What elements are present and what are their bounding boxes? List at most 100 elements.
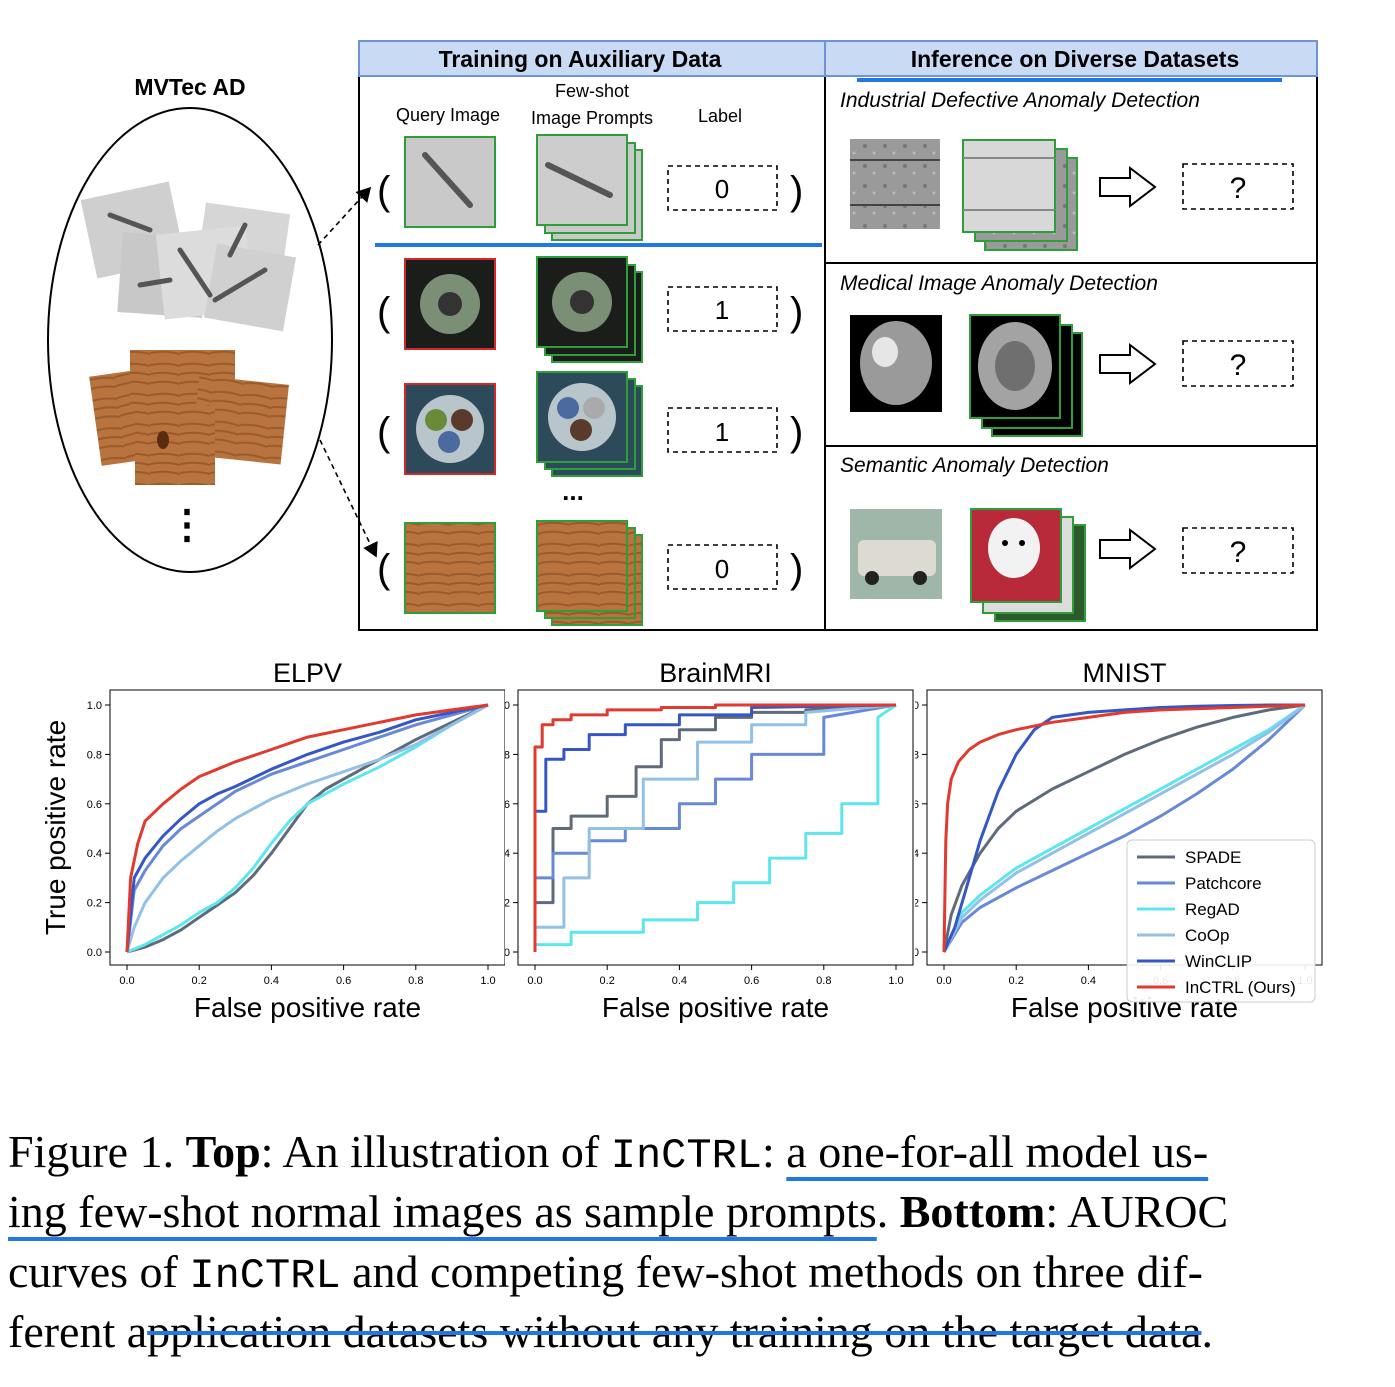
illustration-diagram: MVTec AD ⋮ Training on Auxiliary Data Qu… — [47, 40, 1318, 631]
answer-text: ? — [1230, 172, 1247, 205]
caption-line-1: Figure 1. Top: An illustration of InCTRL… — [8, 1126, 1209, 1180]
training-header-text: Training on Auxiliary Data — [439, 46, 722, 72]
series-line-spade — [126, 703, 489, 954]
x-tick-label: 1.0 — [888, 975, 903, 987]
caption-line-2: ing few-shot normal images as sample pro… — [8, 1186, 1229, 1237]
series-line-patchcore — [942, 703, 1307, 953]
x-tick-label: 0.6 — [336, 975, 351, 987]
series-line-coop — [125, 703, 489, 953]
series-line-regad — [942, 703, 1306, 953]
query-image — [850, 139, 940, 229]
prompt-image-stack — [536, 520, 628, 612]
y-tick-label: 0.8 — [915, 749, 919, 761]
close-paren: ) — [790, 169, 803, 213]
right-arrow-icon — [1099, 342, 1157, 386]
training-header — [358, 40, 826, 77]
panel-title: Medical Image Anomaly Detection — [840, 272, 1158, 295]
y-tick-label: 0.4 — [505, 848, 510, 860]
open-paren: ( — [377, 169, 391, 213]
col-label-label: Label — [698, 106, 742, 126]
panel-title: Industrial Defective Anomaly Detection — [840, 89, 1200, 112]
dataset-ellipse — [47, 107, 333, 573]
legend-label: SPADE — [1185, 848, 1241, 867]
caption-line-3: curves of InCTRL and competing few-shot … — [8, 1246, 1203, 1300]
x-tick-label: 0.0 — [119, 975, 134, 987]
chart-title: MNIST — [1083, 658, 1167, 688]
label-value: 0 — [715, 174, 729, 204]
arrow-to-last-row — [319, 439, 378, 558]
series-line-inctrl-ours — [125, 703, 489, 953]
inference-panel-medical: Medical Image Anomaly Detection ? — [840, 272, 1294, 437]
x-tick-label: 0.2 — [192, 975, 207, 987]
close-paren: ) — [790, 547, 803, 591]
query-image — [404, 522, 496, 614]
y-tick-label: 1.0 — [915, 700, 919, 712]
y-tick-label: 0.0 — [87, 947, 102, 959]
close-paren: ) — [790, 410, 803, 454]
y-tick-label: 0.6 — [87, 799, 102, 811]
series-line-coop — [533, 703, 897, 952]
series-line-inctrl-ours — [533, 703, 896, 952]
caption-line-4: ferent application datasets without any … — [8, 1306, 1213, 1357]
training-row-2: ( 1 ) — [377, 256, 803, 363]
dataset-ellipsis: ⋮ — [167, 503, 207, 547]
legend-label: WinCLIP — [1185, 952, 1252, 971]
x-tick-label: 0.4 — [264, 975, 279, 987]
x-tick-label: 0.4 — [672, 975, 687, 987]
series-line-inctrl-ours — [942, 703, 1306, 953]
legend-label: CoOp — [1185, 926, 1229, 945]
x-axis-label: False positive rate — [602, 992, 829, 1023]
y-tick-label: 0.0 — [505, 947, 510, 959]
label-value: 0 — [715, 554, 729, 584]
training-row-3: ( 1 ) — [377, 371, 803, 477]
prompt-image-stack — [962, 139, 1056, 233]
series-line-winclip — [942, 703, 1305, 953]
label-value: 1 — [715, 295, 729, 325]
training-row-1: ( 0 ) — [377, 134, 803, 241]
right-arrow-icon — [1099, 527, 1157, 571]
y-tick-label: 1.0 — [505, 700, 510, 712]
series-line-patchcore — [533, 703, 897, 952]
series-line-patchcore — [125, 703, 489, 953]
label-box — [667, 407, 778, 453]
x-tick-label: 1.0 — [480, 975, 495, 987]
answer-text: ? — [1230, 349, 1247, 382]
label-box — [667, 544, 778, 590]
y-tick-label: 0.6 — [915, 799, 919, 811]
right-arrow-icon — [1099, 165, 1157, 209]
x-tick-label: 0.0 — [936, 975, 951, 987]
inference-header-text: Inference on Diverse Datasets — [911, 46, 1240, 72]
col-query-label: Query Image — [396, 105, 500, 125]
panel-title: Semantic Anomaly Detection — [840, 454, 1109, 477]
figure-caption: Figure 1. Top: An illustration of InCTRL… — [8, 1122, 1383, 1362]
x-tick-label: 0.8 — [816, 975, 831, 987]
series-line-spade — [942, 703, 1306, 953]
series-line-regad — [535, 703, 897, 947]
screw-image-stack — [80, 181, 296, 332]
y-tick-label: 0.4 — [915, 848, 919, 860]
training-row-4: ( 0 ) — [377, 520, 803, 626]
y-tick-label: 0.2 — [915, 898, 919, 910]
col-prompts-label-1: Few-shot — [555, 81, 629, 101]
x-tick-label: 0.2 — [600, 975, 615, 987]
y-tick-label: 0.0 — [915, 947, 919, 959]
answer-box — [1182, 163, 1294, 210]
inference-header — [824, 40, 1318, 77]
series-line-coop — [942, 703, 1306, 953]
chart-frame — [517, 689, 914, 966]
arrow-to-first-row — [317, 186, 372, 246]
answer-box — [1182, 340, 1294, 387]
chart-frame — [926, 689, 1323, 966]
close-paren: ) — [790, 290, 803, 334]
x-tick-label: 0.0 — [527, 975, 542, 987]
y-tick-label: 0.4 — [87, 848, 102, 860]
y-tick-label: 0.2 — [505, 898, 510, 910]
x-tick-label: 0.4 — [1081, 975, 1096, 987]
col-prompts-label-2: Image Prompts — [531, 108, 653, 128]
answer-box — [1182, 527, 1294, 574]
label-box — [667, 165, 778, 211]
chart-frame — [109, 689, 505, 966]
x-tick-label: 0.6 — [744, 975, 759, 987]
series-line-winclip — [125, 703, 489, 953]
inference-panel-industrial: Industrial Defective Anomaly Detection ? — [840, 89, 1294, 251]
